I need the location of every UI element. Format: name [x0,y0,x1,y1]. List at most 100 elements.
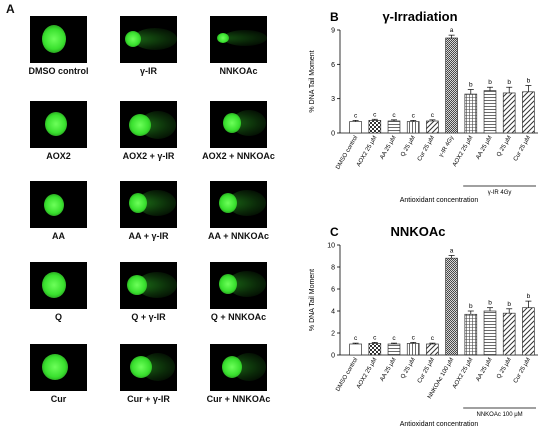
comet-label: Cur [50,394,67,404]
bar [445,257,458,356]
x-tick-label: Q 25 μM [400,357,417,380]
comet-image [30,344,87,391]
bar [406,121,420,134]
comet-image [210,181,267,228]
comet-label: Q + NNKOAc [210,312,267,322]
y-tick-label: 2 [331,331,335,338]
x-tick-label: AA 25 μM [379,357,397,383]
comet-head [44,194,64,216]
comet-label: AA [52,231,65,241]
significance-letter: c [373,334,377,341]
comet-head [219,193,237,213]
x-tick-label: γ-IR 4Gy [438,135,455,159]
significance-letter: c [431,112,435,119]
y-tick-label: 6 [331,287,335,294]
y-tick-label: 0 [331,131,335,138]
significance-letter: c [412,334,416,341]
x-tick-label: Q 25 μM [496,357,513,380]
bar [368,343,382,356]
comet-label: AA + NNKOAc [208,231,269,241]
x-axis-label: Antioxidant concentration [400,421,479,428]
significance-letter: c [354,335,358,342]
comet-head [222,356,242,378]
x-tick-label: Cur 25 μM [513,357,532,384]
comet-image [210,262,267,309]
comet-image [120,101,177,148]
bar [502,92,516,134]
x-tick-label: Q 25 μM [496,135,513,158]
bar [406,343,420,356]
comet-image [120,181,177,228]
y-tick-label: 8 [331,265,335,272]
y-tick-label: 3 [331,96,335,103]
x-tick-label: AA 25 μM [379,135,397,161]
comet-image [210,344,267,391]
comet-image [30,262,87,309]
comet-label: Q [54,312,62,322]
significance-letter: c [392,335,396,342]
comet-image [210,16,267,63]
group-label: γ-IR 4Gy [488,190,512,196]
significance-letter: c [392,112,396,119]
y-tick-label: 10 [327,243,335,250]
bar [464,313,478,356]
x-tick-label: AA 25 μM [475,357,493,383]
comet-head [42,25,66,53]
x-tick-label: Cur 25 μM [417,357,436,384]
comet-label: Cur + γ-IR [127,394,170,404]
comet-image [120,16,177,63]
bar [502,312,516,356]
comet-label: γ-IR [139,66,157,76]
comet-head [129,193,147,213]
comet-head [127,275,147,295]
y-tick-label: 6 [331,62,335,69]
bar [349,343,362,356]
comet-head [129,114,151,136]
chart-title: NNKOAc [391,224,446,239]
bar [522,307,535,356]
significance-letter: b [469,82,473,89]
comet-label: AOX2 + γ-IR [122,151,175,161]
bar [426,120,439,134]
y-tick-label: 4 [331,309,335,316]
significance-letter: b [527,78,531,85]
significance-letter: c [412,112,416,119]
significance-letter: b [469,303,473,310]
bar [387,120,401,134]
x-tick-label: Q 25 μM [400,135,417,158]
comet-head [130,356,152,378]
comet-label: DMSO control [28,66,89,76]
comet-head [45,112,67,136]
comet-image [120,344,177,391]
x-axis-label: Antioxidant concentration [400,197,479,204]
bar [387,343,401,356]
comet-head [42,272,66,298]
x-tick-label: AOX2 25 μM [452,357,474,390]
x-tick-label: AOX2 25 μM [452,135,474,168]
panel-letter: B [330,10,339,24]
comet-image [30,181,87,228]
comet-image [210,101,267,148]
x-tick-label: Cur 25 μM [417,135,436,162]
significance-letter: b [507,79,511,86]
comet-label: Q + γ-IR [131,312,166,322]
comet-label: AOX2 + NNKOAc [202,151,275,161]
panel-a-letter: A [6,2,15,16]
significance-letter: c [354,112,358,119]
comet-tail [133,28,177,50]
comet-tail [223,30,267,46]
bar [445,37,458,134]
chart-title: γ-Irradiation [382,9,457,24]
x-tick-label: AA 25 μM [475,135,493,161]
significance-letter: b [488,300,492,307]
x-tick-label: Cur 25 μM [513,135,532,162]
comet-label: AOX2 [46,151,71,161]
significance-letter: b [527,293,531,300]
comet-image [30,16,87,63]
bar [522,91,535,134]
significance-letter: b [488,79,492,86]
bar [426,343,439,356]
comet-label: NNKOAc [219,66,258,76]
